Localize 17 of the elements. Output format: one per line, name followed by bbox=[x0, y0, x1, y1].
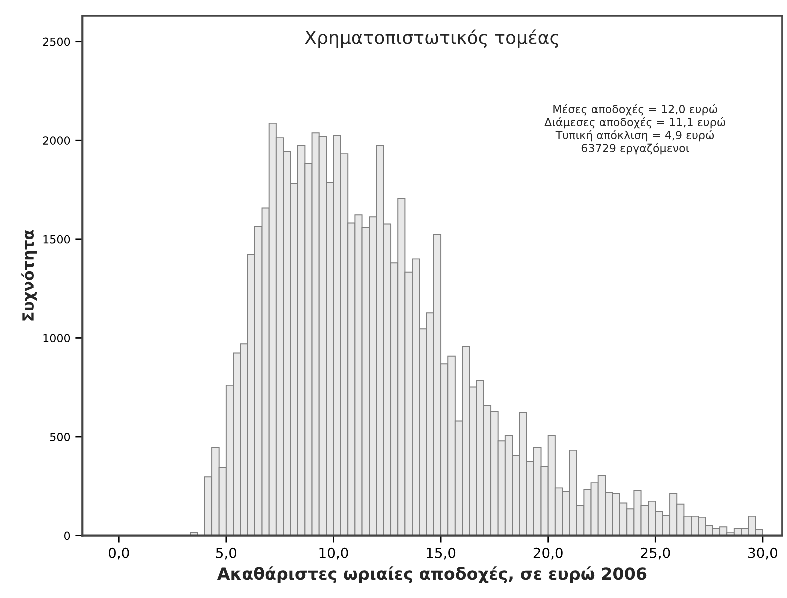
y-axis-title: Συχνότητα bbox=[22, 230, 37, 321]
y-tick-label: 0 bbox=[64, 532, 70, 540]
annotation: Μέσες αποδοχές = 12,0 ευρώ Διάμεσες αποδοχές = 11,1 ευρώ Τυπική απόκλιση = 4,9 ευρώ 63729 εργαζόμενοι bbox=[544, 104, 726, 155]
y-tick-label: 1500 bbox=[44, 235, 70, 244]
y-tick-label: 1000 bbox=[44, 334, 70, 343]
x-tick-label: 0,0 bbox=[108, 548, 130, 560]
x-tick-label: 30,0 bbox=[748, 548, 778, 560]
y-tick-label: 2000 bbox=[43, 136, 70, 146]
y-tick-label: 2500 bbox=[43, 38, 70, 46]
text: Χρηματοπιστωτικός τομέας bbox=[305, 30, 558, 48]
x-axis-title: Ακαθάριστες ωριαίες αποδοχές, σε ευρώ 2006 bbox=[217, 566, 647, 584]
x-tick-label: 5,0 bbox=[216, 548, 237, 560]
y-tick-label: 500 bbox=[50, 432, 70, 442]
x-tick-label: 20,0 bbox=[534, 548, 563, 560]
x-tick-label: 15,0 bbox=[427, 548, 456, 560]
x-tick-label: 10,0 bbox=[320, 548, 348, 560]
x-tick-label: 25,0 bbox=[641, 548, 670, 560]
